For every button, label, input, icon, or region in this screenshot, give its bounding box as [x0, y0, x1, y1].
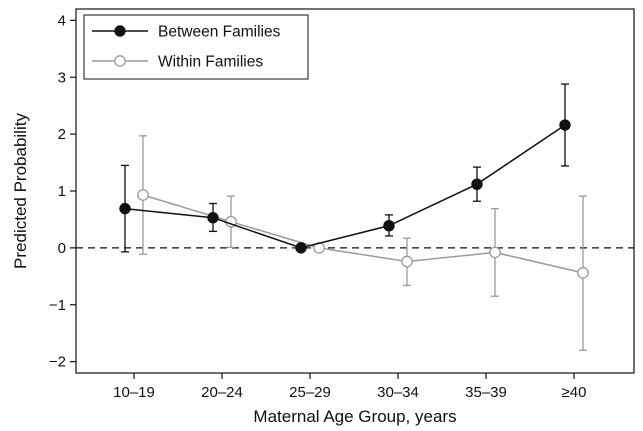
data-point	[401, 255, 413, 268]
axis-titles: Maternal Age Group, years Predicted Proba…	[11, 113, 457, 426]
y-axis-title: Predicted Probability	[11, 113, 30, 269]
y-tick-label: 1	[58, 183, 66, 200]
legend-item: Between Families	[92, 24, 281, 41]
y-tick-label: 0	[58, 240, 66, 257]
x-tick-label: 30–34	[377, 384, 419, 401]
axes-layer: 4 3 2 1 0 −1 −2 10–19 20–24 25–29 30–34 35–39 ≥40	[49, 8, 635, 401]
legend-label: Between Families	[158, 24, 281, 41]
series-layer	[119, 83, 589, 351]
series-line	[142, 194, 584, 274]
x-axis-title: Maternal Age Group, years	[253, 407, 456, 426]
data-point	[577, 267, 589, 279]
x-tick-label: 10–19	[113, 384, 155, 401]
data-point	[119, 202, 131, 215]
series-line	[124, 124, 566, 249]
legend-marker	[114, 25, 126, 37]
y-tick-label: −1	[49, 297, 66, 314]
x-tick-label: 35–39	[465, 384, 507, 401]
data-point	[137, 189, 149, 201]
legend: Between Families Within Families	[83, 14, 309, 80]
series-within-families	[137, 135, 589, 351]
y-tick-label: 3	[58, 69, 66, 86]
data-point	[383, 219, 395, 232]
y-tick-label: 4	[58, 12, 66, 29]
series-between-families	[119, 83, 571, 254]
data-point	[489, 246, 501, 259]
data-point	[471, 178, 483, 190]
data-point	[207, 212, 219, 224]
data-point	[295, 242, 307, 254]
legend-item: Within Families	[92, 54, 263, 71]
legend-label: Within Families	[158, 54, 263, 71]
x-tick-label: 25–29	[289, 384, 331, 401]
x-tick-label: ≥40	[562, 384, 587, 401]
legend-marker	[114, 55, 126, 67]
y-tick-label: 2	[58, 126, 66, 143]
data-point	[559, 119, 571, 131]
y-tick-label: −2	[49, 354, 66, 371]
x-tick-label: 20–24	[201, 384, 243, 401]
